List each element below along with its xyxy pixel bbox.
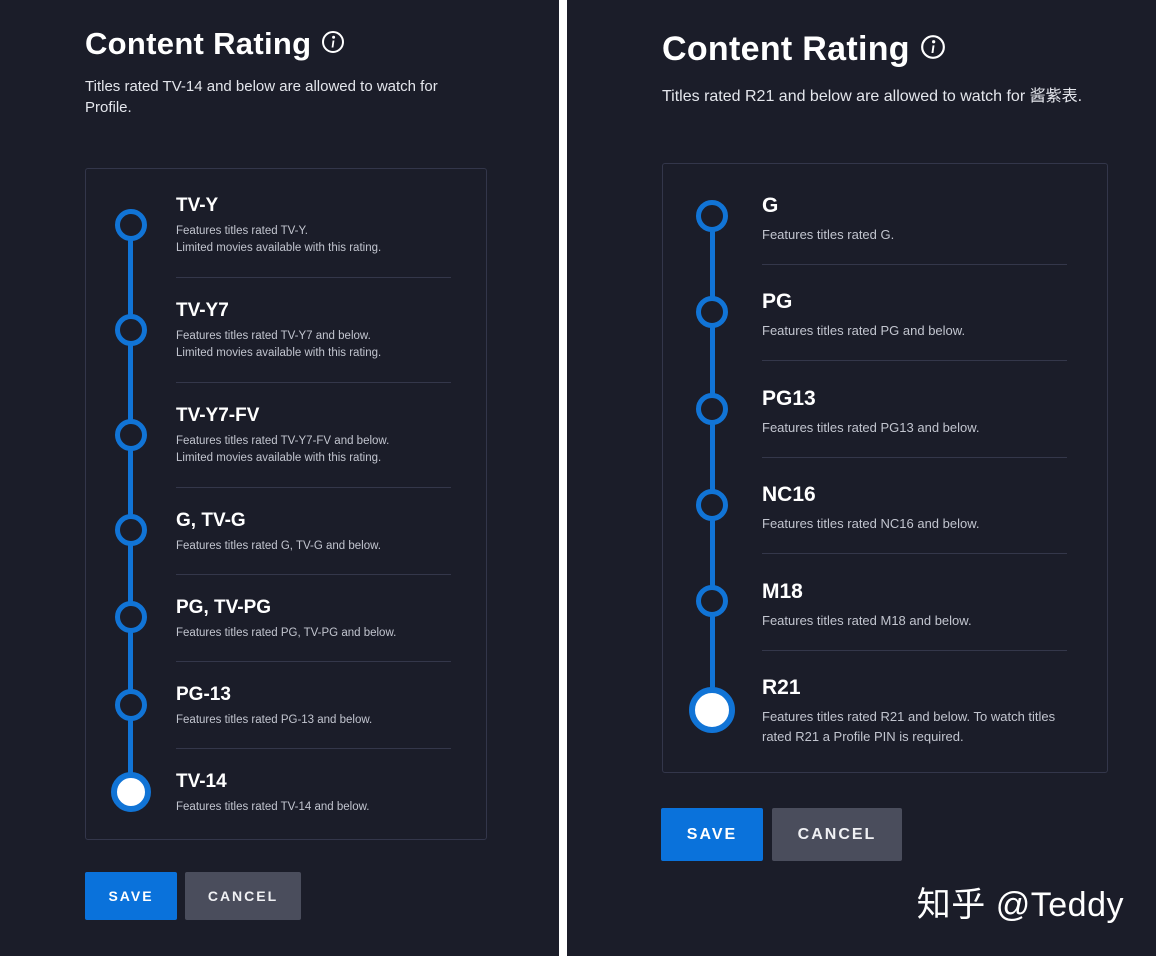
rating-node-tv-14-selected[interactable] xyxy=(111,772,151,812)
page-subtitle: Titles rated TV-14 and below are allowed… xyxy=(85,78,438,116)
save-button[interactable]: SAVE xyxy=(85,872,177,920)
page-title: Content Rating xyxy=(662,30,910,68)
divider xyxy=(176,574,451,575)
rating-track xyxy=(710,216,715,710)
divider xyxy=(762,650,1067,651)
rating-option[interactable]: G, TV-G Features titles rated G, TV-G an… xyxy=(176,510,456,555)
rating-description: Features titles rated PG and below. xyxy=(762,323,966,338)
rating-name: G xyxy=(762,194,779,217)
rating-note: Limited movies available with this ratin… xyxy=(176,347,382,360)
rating-node-pg-13[interactable] xyxy=(115,689,147,721)
cancel-button[interactable]: CANCEL xyxy=(185,872,301,920)
divider xyxy=(176,382,451,383)
rating-option[interactable]: G Features titles rated G. xyxy=(762,194,1077,245)
rating-description: Features titles rated M18 and below. xyxy=(762,613,972,628)
title-row: Content Rating xyxy=(662,30,946,69)
rating-node-tv-y7[interactable] xyxy=(115,314,147,346)
info-icon[interactable] xyxy=(920,34,946,65)
rating-description: Features titles rated G. xyxy=(762,227,895,242)
rating-option[interactable]: PG13 Features titles rated PG13 and belo… xyxy=(762,387,1077,438)
rating-node-g-tv-g[interactable] xyxy=(115,514,147,546)
panel-divider xyxy=(559,0,567,956)
rating-node-r21-selected[interactable] xyxy=(689,687,735,733)
rating-track xyxy=(128,224,133,792)
rating-node-pg-tv-pg[interactable] xyxy=(115,601,147,633)
page-subtitle: Titles rated R21 and below are allowed t… xyxy=(662,88,1083,105)
rating-name: PG-13 xyxy=(176,684,231,705)
rating-option[interactable]: TV-Y7-FV Features titles rated TV-Y7-FV … xyxy=(176,405,456,468)
divider xyxy=(176,487,451,488)
divider xyxy=(762,360,1067,361)
rating-node-g[interactable] xyxy=(696,200,728,232)
rating-option[interactable]: PG-13 Features titles rated PG-13 and be… xyxy=(176,684,456,729)
rating-name: TV-14 xyxy=(176,771,227,792)
save-button[interactable]: SAVE xyxy=(661,808,763,861)
rating-description: Features titles rated TV-Y. xyxy=(176,225,308,237)
rating-option-selected[interactable]: R21 Features titles rated R21 and below.… xyxy=(762,676,1077,746)
rating-description: Features titles rated R21 and below. To … xyxy=(762,709,1056,724)
rating-description: Features titles rated TV-14 and below. xyxy=(176,801,370,813)
rating-option[interactable]: M18 Features titles rated M18 and below. xyxy=(762,580,1077,631)
rating-node-tv-y[interactable] xyxy=(115,209,147,241)
rating-option[interactable]: TV-Y Features titles rated TV-Y. Limited… xyxy=(176,195,456,258)
rating-name: TV-Y7-FV xyxy=(176,405,260,426)
rating-option[interactable]: PG, TV-PG Features titles rated PG, TV-P… xyxy=(176,597,456,642)
cancel-button[interactable]: CANCEL xyxy=(772,808,902,861)
rating-note: Limited movies available with this ratin… xyxy=(176,242,382,255)
rating-node-pg[interactable] xyxy=(696,296,728,328)
rating-node-pg13[interactable] xyxy=(696,393,728,425)
rating-node-m18[interactable] xyxy=(696,585,728,617)
rating-option[interactable]: TV-Y7 Features titles rated TV-Y7 and be… xyxy=(176,300,456,363)
rating-description: Features titles rated TV-Y7 and below. xyxy=(176,330,371,342)
rating-description: Features titles rated G, TV-G and below. xyxy=(176,540,381,552)
info-icon[interactable] xyxy=(321,30,345,59)
divider xyxy=(762,553,1067,554)
watermark: 知乎 @Teddy xyxy=(916,886,1124,924)
rating-note: rated R21 a Profile PIN is required. xyxy=(762,728,964,744)
page-title: Content Rating xyxy=(85,26,312,61)
rating-name: PG13 xyxy=(762,387,816,410)
rating-name: R21 xyxy=(762,676,801,699)
divider xyxy=(176,661,451,662)
rating-node-tv-y7-fv[interactable] xyxy=(115,419,147,451)
rating-name: NC16 xyxy=(762,483,816,506)
rating-name: TV-Y xyxy=(176,195,219,216)
rating-node-nc16[interactable] xyxy=(696,489,728,521)
divider xyxy=(762,264,1067,265)
divider xyxy=(762,457,1067,458)
rating-description: Features titles rated PG13 and below. xyxy=(762,420,980,435)
rating-card xyxy=(85,168,487,840)
rating-name: M18 xyxy=(762,580,803,603)
rating-option-selected[interactable]: TV-14 Features titles rated TV-14 and be… xyxy=(176,771,456,816)
rating-note: Limited movies available with this ratin… xyxy=(176,452,382,465)
right-panel: Content Rating Titles rated R21 and belo… xyxy=(567,0,1156,956)
divider xyxy=(176,748,451,749)
rating-name: PG, TV-PG xyxy=(176,597,272,618)
rating-name: G, TV-G xyxy=(176,510,246,531)
rating-option[interactable]: PG Features titles rated PG and below. xyxy=(762,290,1077,341)
rating-name: PG xyxy=(762,290,793,313)
left-panel: Content Rating Titles rated TV-14 and be… xyxy=(0,0,559,956)
rating-description: Features titles rated PG-13 and below. xyxy=(176,714,373,726)
rating-name: TV-Y7 xyxy=(176,300,229,321)
rating-description: Features titles rated NC16 and below. xyxy=(762,516,980,531)
rating-description: Features titles rated PG, TV-PG and belo… xyxy=(176,627,397,639)
rating-description: Features titles rated TV-Y7-FV and below… xyxy=(176,435,390,447)
rating-option[interactable]: NC16 Features titles rated NC16 and belo… xyxy=(762,483,1077,534)
title-row: Content Rating xyxy=(85,26,345,62)
divider xyxy=(176,277,451,278)
